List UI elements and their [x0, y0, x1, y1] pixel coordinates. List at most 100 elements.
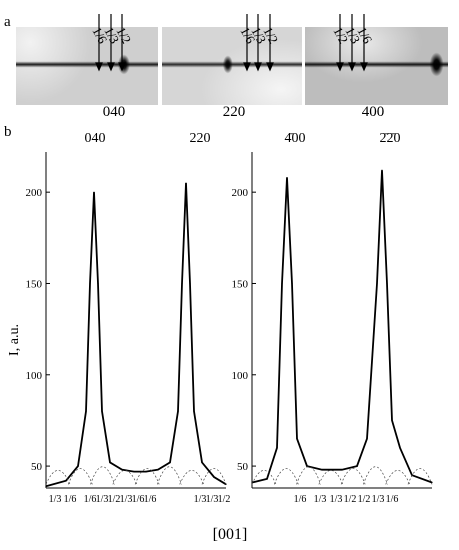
peak-label-1-0: 4̄00: [285, 131, 306, 146]
data-point-1-0-11: [366, 438, 368, 440]
x-axis-label: [001]: [213, 526, 248, 543]
arrow-label-220-2: 1/3: [248, 24, 269, 46]
arrow-label-400-3: 1/6: [354, 24, 375, 46]
data-point-0-0-17: [189, 282, 191, 285]
peak-label-0-1: 220: [190, 131, 211, 146]
arrow-label-040-1: 1/6: [89, 24, 110, 46]
y-tick-label-1-0: 50: [237, 461, 249, 473]
fraction-label-1-0: 1/6: [294, 494, 307, 505]
data-point-0-0-8: [109, 461, 111, 464]
y-tick-label-1-2: 150: [232, 278, 249, 290]
component-peak-0-4: [134, 468, 160, 485]
arrow-label-400-1: 1/2: [330, 24, 351, 46]
component-peak-0-2: [90, 466, 115, 485]
fraction-label-0-10: 1/2: [218, 494, 231, 505]
component-peak-1-5: [363, 466, 388, 485]
fraction-label-0-3: 1/3: [96, 494, 109, 505]
component-peak-0-5: [157, 466, 182, 485]
arrow-label-220-3: 1/2: [260, 24, 281, 46]
component-peak-0-0: [45, 470, 71, 485]
component-peak-0-3: [112, 470, 138, 485]
y-tick-label-0-2: 150: [26, 278, 43, 290]
data-point-1-0-8: [321, 469, 323, 471]
component-peak-0-1: [67, 468, 93, 485]
data-point-0-0-12: [157, 469, 159, 471]
data-point-1-0-16: [399, 447, 401, 449]
fraction-label-0-7: 1/6: [144, 494, 157, 505]
y-tick-label-1-1: 100: [232, 370, 249, 382]
fraction-label-0-1: 1/6: [64, 494, 77, 505]
series-line-0-0: [45, 182, 227, 488]
data-point-0-0-3: [85, 410, 87, 412]
data-point-1-0-10: [356, 465, 358, 467]
data-point-1-0-6: [296, 438, 298, 440]
fraction-label-0-4: 1/2: [108, 494, 121, 505]
fraction-label-0-9: 1/3: [206, 494, 219, 505]
diffraction-image-400: [305, 27, 448, 105]
arrow-label-220-1: 1/6: [237, 24, 258, 46]
component-peak-0-7: [201, 468, 227, 485]
diffraction-image-220: [162, 27, 302, 105]
component-peak-1-4: [340, 468, 366, 485]
y-tick-label-0-0: 50: [31, 461, 43, 473]
data-point-0-0-19: [201, 461, 203, 464]
data-point-0-0-14: [177, 410, 179, 412]
diffraction-image-040: [16, 27, 158, 105]
data-point-0-0-9: [121, 469, 123, 471]
panel-a-letter: a: [4, 14, 11, 30]
data-point-1-0-14: [386, 282, 388, 285]
data-point-1-0-2: [276, 447, 278, 449]
data-point-0-0-13: [169, 461, 171, 464]
data-point-1-0-18: [431, 481, 433, 484]
component-peak-0-6: [179, 470, 205, 485]
fraction-label-0-6: 1/6: [132, 494, 145, 505]
data-point-0-0-1: [65, 480, 67, 482]
arrow-label-040-3: 1/2: [113, 24, 134, 46]
image-label-220: 220: [222, 104, 246, 120]
data-point-1-0-7: [306, 465, 308, 467]
data-point-1-0-9: [341, 469, 343, 471]
data-point-0-0-6: [97, 282, 99, 285]
image-label-040: 040: [102, 104, 126, 120]
arrow-label-400-2: 1/3: [342, 24, 363, 46]
diffraction-arrows: 1/6 1/3 1/2 1/6 1/3 1/2 1/2 1/3 1/6: [89, 14, 376, 72]
data-point-1-0-5: [291, 282, 293, 285]
fraction-label-1-1: 1/3: [314, 494, 327, 505]
data-point-1-0-15: [391, 419, 393, 422]
fraction-label-0-0: 1/3: [49, 494, 62, 505]
data-point-0-0-20: [213, 476, 215, 478]
image-label-400: 400: [361, 104, 385, 120]
data-point-1-0-4: [286, 176, 288, 179]
data-point-0-0-5: [93, 191, 95, 193]
y-tick-label-1-3: 200: [232, 187, 249, 199]
data-point-0-0-16: [185, 182, 187, 184]
arrow-label-040-2: 1/3: [101, 24, 122, 46]
data-point-1-0-1: [266, 478, 268, 480]
panel-b-letter: b: [4, 124, 12, 140]
fraction-label-0-8: 1/3: [194, 494, 207, 505]
data-point-0-0-18: [193, 410, 195, 412]
component-peak-1-2: [296, 466, 321, 485]
component-peak-1-3: [318, 470, 344, 485]
fraction-label-0-5: 1/3: [120, 494, 133, 505]
fraction-label-1-4: 1/2: [358, 494, 371, 505]
y-tick-label-0-1: 100: [26, 370, 43, 382]
data-point-1-0-13: [381, 169, 383, 171]
fraction-label-1-3: 1/2: [344, 494, 357, 505]
y-axis-label: I, a.u.: [7, 324, 22, 356]
data-point-0-0-11: [145, 470, 147, 473]
peak-label-1-1: 2̄2̄0: [380, 131, 401, 146]
series-line-1-0: [251, 170, 433, 484]
component-peak-1-0: [251, 470, 277, 485]
data-point-0-0-15: [181, 282, 183, 285]
fraction-label-1-5: 1/3: [372, 494, 385, 505]
data-point-0-0-2: [77, 465, 79, 467]
fraction-label-0-2: 1/6: [84, 494, 97, 505]
component-peak-1-1: [273, 468, 299, 485]
data-point-0-0-0: [45, 485, 47, 487]
component-peak-1-7: [407, 468, 433, 485]
fraction-label-1-2: 1/3: [330, 494, 343, 505]
data-point-1-0-12: [376, 282, 378, 285]
data-point-0-0-4: [89, 282, 91, 285]
